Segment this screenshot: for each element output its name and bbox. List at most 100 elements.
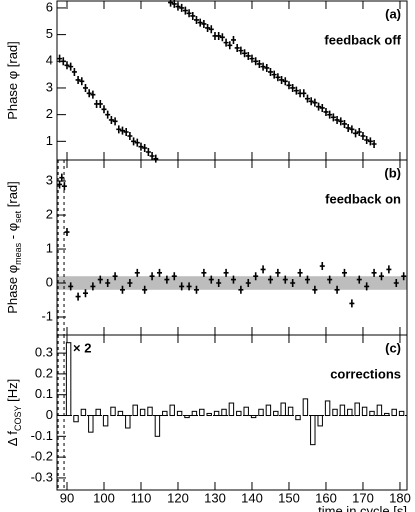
data-point	[175, 2, 181, 11]
data-point	[308, 97, 314, 106]
data-point	[319, 103, 325, 112]
correction-bar	[310, 415, 316, 446]
correction-bar	[280, 402, 286, 417]
data-point	[164, 275, 170, 284]
data-point	[97, 99, 103, 108]
data-point	[227, 41, 233, 50]
data-point	[127, 131, 133, 140]
data-point	[238, 46, 244, 55]
data-point	[260, 62, 266, 71]
correction-bar	[250, 415, 257, 419]
data-point	[82, 83, 88, 92]
data-point	[153, 154, 159, 163]
data-point	[364, 135, 370, 144]
correction-bar	[236, 410, 242, 417]
data-point	[205, 23, 211, 32]
y-tick-label: 3	[46, 79, 53, 94]
data-point	[179, 3, 185, 12]
data-point	[64, 228, 70, 237]
data-point	[90, 90, 96, 99]
correction-bar	[354, 402, 360, 417]
correction-bar	[147, 406, 153, 417]
data-point	[364, 282, 370, 291]
data-point	[223, 268, 229, 277]
y-tick-label: 1	[46, 133, 53, 148]
data-point	[82, 289, 88, 298]
data-point	[319, 262, 325, 271]
data-point	[264, 63, 270, 72]
data-point	[201, 19, 207, 28]
data-point	[249, 54, 255, 63]
data-point	[216, 279, 222, 288]
panel-note: feedback on	[325, 191, 401, 206]
data-point	[149, 151, 155, 160]
data-point	[341, 119, 347, 128]
x-tick-label: 170	[352, 490, 374, 505]
plot-frame	[56, 159, 408, 336]
data-point	[149, 272, 155, 281]
y-axis-label-part: Phase φ [rad]	[5, 41, 20, 120]
correction-bar	[191, 410, 198, 417]
data-point	[293, 86, 299, 95]
data-point	[197, 18, 203, 27]
data-point	[142, 143, 148, 152]
data-point	[256, 59, 262, 68]
panel-label: (c)	[385, 340, 401, 355]
correction-bar	[95, 408, 101, 417]
correction-bar	[376, 404, 383, 417]
data-point	[190, 11, 196, 20]
y-tick-label: 0.1	[35, 386, 53, 401]
data-point	[112, 117, 118, 126]
correction-bar	[265, 404, 272, 417]
x-tick-label: 100	[93, 490, 115, 505]
correction-bar	[384, 412, 390, 417]
data-point	[59, 173, 65, 182]
correction-bar	[258, 408, 264, 417]
data-point	[330, 113, 336, 122]
y-axis-label-part: - φ	[5, 223, 20, 243]
x-tick-label: 90	[60, 490, 74, 505]
data-point	[127, 279, 133, 288]
data-point	[116, 125, 122, 134]
correction-bar	[287, 406, 294, 417]
x-tick-label: 120	[167, 490, 189, 505]
data-point	[105, 110, 111, 119]
correction-bar	[369, 410, 375, 417]
y-tick-label: -0.1	[31, 428, 53, 443]
y-axis-label-part: meas	[13, 242, 23, 265]
correction-bar	[317, 415, 323, 427]
data-point	[75, 292, 81, 301]
correction-bar	[184, 415, 190, 419]
correction-bar	[88, 415, 94, 433]
data-point	[334, 115, 340, 124]
data-point	[401, 272, 407, 281]
data-point	[371, 139, 377, 148]
data-point	[338, 117, 344, 126]
correction-bar	[347, 408, 353, 417]
x-tick-label: 110	[131, 490, 152, 505]
data-point	[68, 282, 74, 291]
data-point	[312, 98, 318, 107]
data-point	[360, 131, 366, 140]
data-point	[208, 275, 214, 284]
data-point	[145, 147, 151, 156]
correction-bar	[139, 408, 146, 417]
correction-bar	[213, 410, 220, 417]
y-tick-label: 2	[46, 206, 53, 221]
data-point	[271, 70, 277, 79]
correction-bar	[80, 408, 87, 417]
data-point	[219, 33, 225, 42]
data-point	[386, 265, 392, 274]
data-point	[245, 279, 251, 288]
y-axis-label-part: set	[13, 210, 23, 223]
data-point	[230, 35, 236, 44]
data-point	[367, 137, 373, 146]
data-point	[253, 57, 259, 66]
data-point	[216, 31, 222, 40]
data-point	[186, 282, 192, 291]
correction-bar	[65, 342, 72, 417]
data-point	[242, 49, 248, 58]
data-point	[112, 272, 118, 281]
data-point	[90, 282, 96, 291]
data-point	[168, 0, 174, 7]
